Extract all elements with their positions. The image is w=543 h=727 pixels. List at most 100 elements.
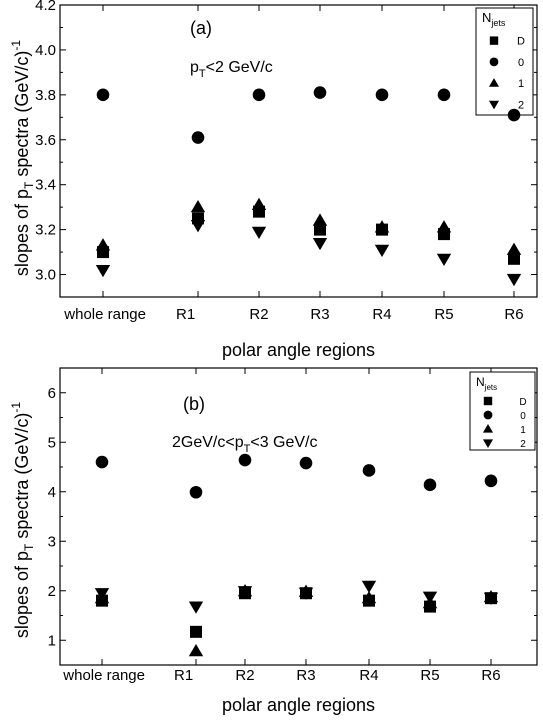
y-tick-label: 4 (48, 484, 56, 501)
data-point-circle (375, 88, 389, 102)
data-point-triangle-down (361, 580, 377, 593)
legend-marker-triangle-up (488, 78, 500, 87)
chart-panel-b: 1 2 3 4 5 6 whole range R1 R2 R3 R4 R5 R6 polar angle… (9, 367, 538, 715)
data-point-triangle-down (251, 226, 267, 240)
panel-label: (a) (190, 18, 212, 38)
data-point-triangle-down (298, 587, 314, 600)
data-point-triangle-down (483, 592, 499, 605)
data-point-circle (313, 86, 327, 99)
data-point-circle (437, 88, 451, 102)
y-tick-label: 3.8 (35, 87, 56, 104)
data-point-circle (95, 455, 109, 469)
legend-box (475, 7, 534, 116)
legend-marker-circle (483, 410, 493, 420)
data-point-circle (299, 456, 313, 470)
legend-entry-label: D (517, 36, 525, 48)
data-point-circle (362, 464, 376, 477)
legend-entry-label: 2 (520, 439, 526, 450)
data-point-triangle-up (95, 238, 111, 251)
y-axis-label: slopes of pT spectra (GeV/c)-1 (9, 402, 36, 638)
data-point-triangle-down (436, 253, 452, 267)
y-tick-label: 5 (48, 434, 56, 451)
data-point-triangle-down (237, 586, 253, 599)
legend-marker-triangle-up (482, 423, 494, 433)
y-tick-label: 2 (48, 583, 56, 600)
y-tick-label: 3.2 (35, 222, 56, 239)
data-point-circle (191, 131, 205, 144)
x-axis-label: polar angle regions (222, 340, 375, 360)
x-tick-label: R2 (249, 306, 268, 323)
data-point-square (190, 625, 202, 638)
y-tick-label: 1 (48, 632, 56, 649)
x-tick-label: R6 (481, 667, 500, 684)
y-tick-label: 4.2 (35, 0, 56, 14)
y-tick-label: 6 (48, 385, 56, 402)
x-tick-label: whole range (63, 306, 146, 323)
x-tick-label: R6 (504, 306, 523, 323)
data-point-triangle-down (422, 591, 438, 604)
legend-entry-label: 0 (518, 57, 524, 69)
chart-panel-a: 3.0 3.2 3.4 3.6 3.8 4.0 4.2 whole range R1 R2 R3 R4… (9, 0, 538, 360)
data-point-triangle-up (190, 199, 206, 213)
data-point-triangle-down (506, 273, 522, 287)
legend-entry-label: 1 (518, 78, 524, 90)
y-tick-label: 3.0 (35, 267, 56, 284)
legend-entry-label: 1 (520, 425, 526, 436)
legend-marker-triangle-down (488, 100, 500, 110)
data-point-triangle-up (188, 643, 204, 657)
legend-marker-triangle-down (482, 439, 494, 449)
data-point-triangle-up (506, 242, 522, 255)
y-tick-label: 4.0 (35, 42, 56, 59)
data-point-triangle-up (436, 220, 452, 233)
x-axis-label: polar angle regions (222, 695, 375, 715)
x-tick-label: R4 (372, 306, 391, 323)
data-point-triangle-down (188, 601, 204, 614)
legend-title: Njets (476, 375, 497, 392)
data-point-circle (484, 474, 498, 488)
legend-entry-label: D (519, 397, 526, 408)
x-tick-label: whole range (62, 667, 145, 684)
data-point-triangle-up (251, 197, 267, 211)
data-point-triangle-down (95, 264, 111, 278)
data-point-triangle-down (190, 220, 206, 233)
data-point-square (314, 223, 326, 236)
data-point-circle (189, 485, 203, 499)
data-point-triangle-up (374, 220, 390, 233)
data-point-circle (238, 453, 252, 467)
y-tick-label: 3.4 (35, 177, 56, 194)
data-point-circle (96, 88, 110, 102)
legend-entry-label: 2 (518, 99, 524, 111)
data-point-square (508, 252, 520, 265)
legend: Njets D 0 1 2 (469, 371, 536, 451)
data-point-square (97, 246, 109, 259)
x-tick-label: R5 (420, 667, 439, 684)
legend: Njets D 0 1 2 (475, 7, 534, 116)
data-point-triangle-down (312, 237, 328, 251)
data-point-triangle-down (374, 244, 390, 258)
panel-label: (b) (183, 394, 205, 414)
data-point-triangle-up (312, 213, 328, 226)
data-point-triangle-down (94, 588, 110, 601)
legend-marker-square (489, 36, 499, 45)
legend-marker-square (483, 396, 493, 406)
legend-entry-label: 0 (520, 411, 526, 422)
x-tick-label: R4 (359, 667, 378, 684)
y-tick-label: 3.6 (35, 132, 56, 149)
data-point-circle (507, 108, 521, 122)
x-tick-label: R3 (310, 306, 329, 323)
plot-frame (59, 4, 538, 298)
x-tick-label: R3 (296, 667, 315, 684)
x-tick-label: R1 (174, 667, 193, 684)
data-point-circle (423, 478, 437, 492)
legend-box (469, 371, 536, 451)
plot-frame (59, 367, 538, 666)
legend-marker-circle (489, 57, 499, 67)
x-tick-label: R2 (235, 667, 254, 684)
data-point-circle (252, 88, 266, 102)
y-tick-label: 3 (48, 533, 56, 550)
y-axis-label: slopes of pT spectra (GeV/c)-1 (9, 40, 36, 276)
x-tick-label: R1 (176, 306, 195, 323)
data-point-triangle-up (361, 590, 377, 604)
panel-annotation: 2GeV/c<pT<3 GeV/c (172, 434, 318, 455)
